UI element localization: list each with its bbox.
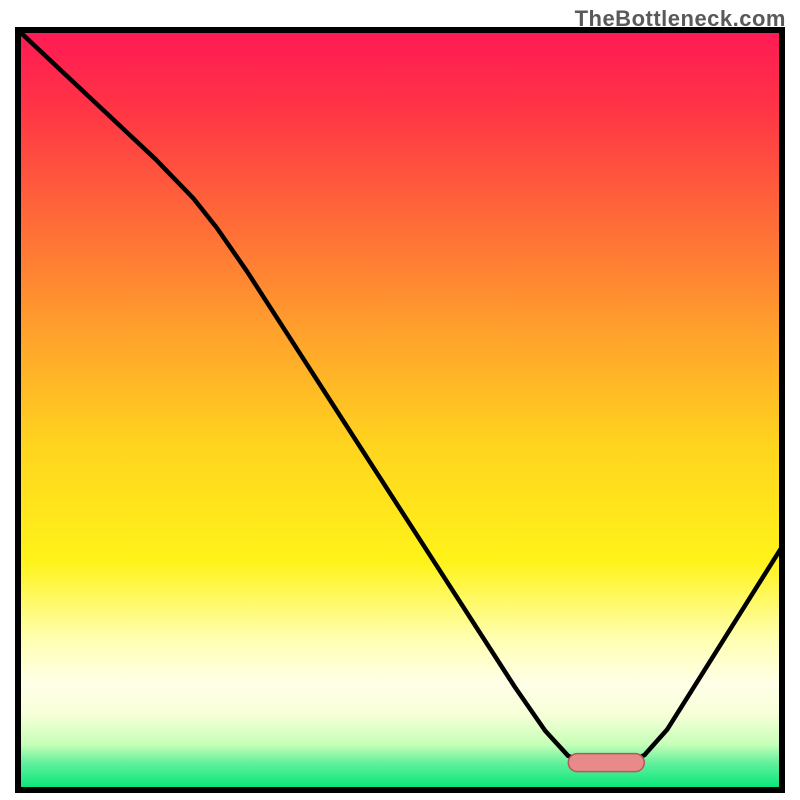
optimal-marker xyxy=(568,754,644,772)
gradient-background xyxy=(18,30,782,790)
bottleneck-chart xyxy=(0,0,800,800)
source-watermark: TheBottleneck.com xyxy=(575,6,786,32)
chart-container: { "meta": { "source_label": "TheBottlene… xyxy=(0,0,800,800)
